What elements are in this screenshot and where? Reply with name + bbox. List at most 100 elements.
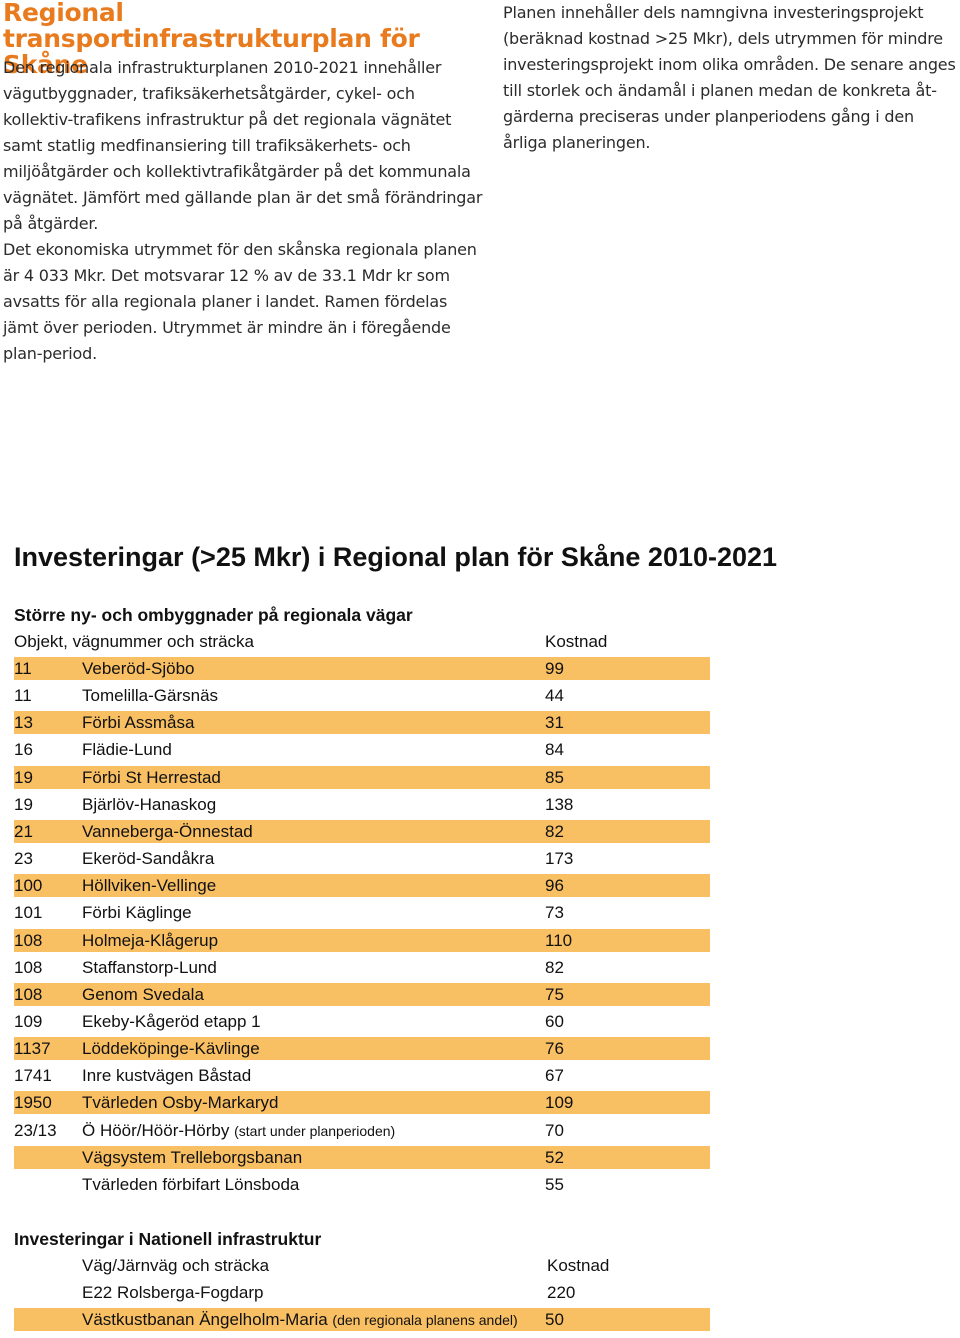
header-cost: Kostnad: [545, 632, 608, 651]
road-number: 1741: [14, 1066, 52, 1085]
road-number: 11: [14, 659, 32, 678]
project-name-cell: Staffanstorp-Lund: [82, 956, 217, 979]
project-name-cell: Vanneberga-Önnestad: [82, 820, 253, 843]
road-number: 108: [14, 931, 43, 950]
project-name-cell: Inre kustvägen Båstad: [82, 1064, 251, 1087]
project-name: Ekeröd-Sandåkra: [82, 849, 215, 868]
project-name: Vanneberga-Önnestad: [82, 822, 253, 841]
table-row: 23 Ekeröd-Sandåkra 173: [14, 847, 710, 870]
project-name-cell: Holmeja-Klågerup: [82, 929, 218, 952]
table-row: Vägsystem Trelleborgsbanan 52: [14, 1146, 710, 1169]
project-name: Genom Svedala: [82, 985, 204, 1004]
project-cost: 75: [545, 985, 564, 1004]
project-cost: 73: [545, 903, 564, 922]
road-number: 100: [14, 876, 43, 895]
project-cost: 96: [545, 876, 564, 895]
table-row: 108 Holmeja-Klågerup 110: [14, 929, 710, 952]
table-row: 11 Veberöd-Sjöbo 99: [14, 657, 710, 680]
header-cost: Kostnad: [547, 1256, 610, 1275]
road-number: 23/13: [14, 1121, 57, 1140]
project-name: Flädie-Lund: [82, 740, 172, 759]
road-number: 109: [14, 1012, 43, 1031]
project-cost: 138: [545, 795, 574, 814]
project-cost: 99: [545, 659, 564, 678]
table-row: 23/13 Ö Höör/Höör-Hörby (start under plan…: [14, 1119, 710, 1142]
table-row: Västkustbanan Ängelholm-Maria (den regio…: [14, 1308, 710, 1331]
project-cost: 70: [545, 1121, 564, 1140]
project-name-cell: Tvärleden förbifart Lönsboda: [82, 1173, 299, 1196]
road-number: 16: [14, 740, 33, 759]
road-number: 108: [14, 958, 43, 977]
table-row: 16 Flädie-Lund 84: [14, 738, 710, 761]
project-name: Västkustbanan Ängelholm-Maria: [82, 1310, 328, 1329]
project-name: Tvärleden förbifart Lönsboda: [82, 1175, 300, 1194]
project-cost: 31: [545, 713, 564, 732]
table-row: 21 Vanneberga-Önnestad 82: [14, 820, 710, 843]
project-name-cell: Höllviken-Vellinge: [82, 874, 216, 897]
project-name: Vägsystem Trelleborgsbanan: [82, 1148, 303, 1167]
table-row: 108 Staffanstorp-Lund 82: [14, 956, 710, 979]
project-name-cell: E22 Rolsberga-Fogdarp: [82, 1281, 263, 1304]
table-row: E22 Rolsberga-Fogdarp 220: [14, 1281, 710, 1304]
project-name-cell: Ekeby-Kågeröd etapp 1: [82, 1010, 261, 1033]
project-cost: 60: [545, 1012, 564, 1031]
project-name-cell: Vägsystem Trelleborgsbanan: [82, 1146, 302, 1169]
project-cost: 76: [545, 1039, 564, 1058]
project-name: Staffanstorp-Lund: [82, 958, 217, 977]
table-row: Tvärleden förbifart Lönsboda 55: [14, 1173, 710, 1196]
regional-table-header: Objekt, vägnummer och sträcka Kostnad: [14, 630, 710, 653]
project-cost: 82: [545, 822, 564, 841]
project-cost: 82: [545, 958, 564, 977]
project-name: E22 Rolsberga-Fogdarp: [82, 1283, 264, 1302]
road-number: 19: [14, 768, 33, 787]
project-cost: 67: [545, 1066, 564, 1085]
project-cost: 85: [545, 768, 564, 787]
road-number: 23: [14, 849, 33, 868]
project-name: Höllviken-Vellinge: [82, 876, 217, 895]
project-name-cell: Flädie-Lund: [82, 738, 172, 761]
project-name-cell: Tomelilla-Gärsnäs: [82, 684, 218, 707]
project-name-cell: Löddeköpinge-Kävlinge: [82, 1037, 260, 1060]
project-note: (start under planperioden): [234, 1123, 396, 1139]
intro-paragraph: Den regionala infrastrukturplanen 2010-2…: [3, 58, 483, 233]
road-number: 1137: [14, 1039, 51, 1058]
road-number: 11: [14, 686, 32, 705]
project-name-cell: Ekeröd-Sandåkra: [82, 847, 214, 870]
project-name: Förbi Käglinge: [82, 903, 192, 922]
national-table-header: Väg/Järnväg och sträcka Kostnad: [14, 1254, 710, 1277]
table-row: 11 Tomelilla-Gärsnäs 44: [14, 684, 710, 707]
table-row: 13 Förbi Assmåsa 31: [14, 711, 710, 734]
budget-paragraph: Det ekonomiska utrymmet för den skånska …: [3, 240, 477, 363]
table-row: 1741 Inre kustvägen Båstad 67: [14, 1064, 710, 1087]
table-row: 1137 Löddeköpinge-Kävlinge 76: [14, 1037, 710, 1060]
project-name: Tvärleden Osby-Markaryd: [82, 1093, 279, 1112]
project-name-cell: Förbi Assmåsa: [82, 711, 194, 734]
project-name-cell: Genom Svedala: [82, 983, 204, 1006]
project-name: Tomelilla-Gärsnäs: [82, 686, 219, 705]
project-name-cell: Ö Höör/Höör-Hörby (start under planperio…: [82, 1119, 395, 1143]
project-name-cell: Veberöd-Sjöbo: [82, 657, 194, 680]
table-row: 19 Bjärlöv-Hanaskog 138: [14, 793, 710, 816]
national-section-title: Investeringar i Nationell infrastruktur: [14, 1229, 322, 1249]
road-number: 101: [14, 903, 43, 922]
project-name-cell: Bjärlöv-Hanaskog: [82, 793, 216, 816]
road-number: 1950: [14, 1093, 52, 1112]
road-number: 19: [14, 795, 33, 814]
project-cost: 109: [545, 1093, 574, 1112]
project-cost: 173: [545, 849, 574, 868]
project-name: Inre kustvägen Båstad: [82, 1066, 252, 1085]
project-name: Ekeby-Kågeröd etapp 1: [82, 1012, 261, 1031]
project-name: Veberöd-Sjöbo: [82, 659, 195, 678]
project-name: Förbi Assmåsa: [82, 713, 195, 732]
table-row: 1950 Tvärleden Osby-Markaryd 109: [14, 1091, 710, 1114]
road-number: 21: [14, 822, 33, 841]
header-object: Väg/Järnväg och sträcka: [82, 1256, 270, 1275]
regional-section-title: Större ny- och ombyggnader på regionala …: [14, 605, 413, 625]
project-cost: 44: [545, 686, 564, 705]
project-name-cell: Tvärleden Osby-Markaryd: [82, 1091, 279, 1114]
investment-table-title: Investeringar (>25 Mkr) i Regional plan …: [14, 542, 778, 572]
page-heading: Regional transportinfrastrukturplan för …: [3, 0, 420, 79]
project-name: Löddeköpinge-Kävlinge: [82, 1039, 260, 1058]
table-row: 19 Förbi St Herrestad 85: [14, 766, 710, 789]
table-row: 108 Genom Svedala 75: [14, 983, 710, 1006]
